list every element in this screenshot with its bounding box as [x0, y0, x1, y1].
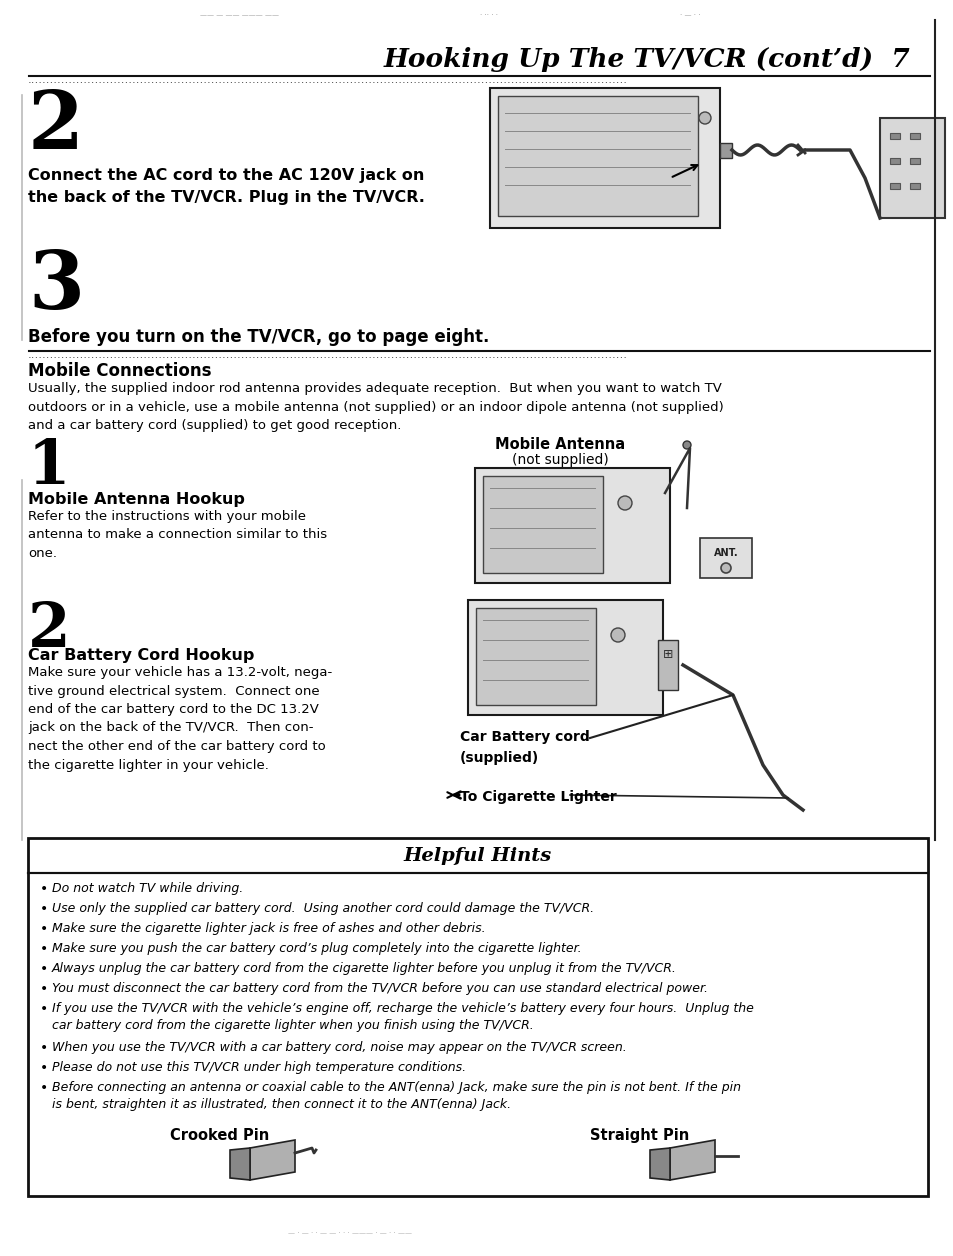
Text: Usually, the supplied indoor rod antenna provides adequate reception.  But when : Usually, the supplied indoor rod antenna…	[28, 382, 723, 432]
Circle shape	[720, 563, 730, 573]
Text: •: •	[40, 1081, 48, 1095]
Text: Use only the supplied car battery cord.  Using another cord could damage the TV/: Use only the supplied car battery cord. …	[52, 902, 594, 916]
Bar	[700, 538, 751, 578]
Text: 2: 2	[28, 88, 84, 166]
Text: ⊞: ⊞	[662, 648, 673, 662]
Text: Before connecting an antenna or coaxial cable to the ANT(enna) Jack, make sure t: Before connecting an antenna or coaxial …	[52, 1081, 740, 1110]
Text: Do not watch TV while driving.: Do not watch TV while driving.	[52, 882, 243, 896]
Text: Straight Pin: Straight Pin	[590, 1128, 689, 1143]
Bar	[476, 608, 596, 705]
Bar	[889, 183, 899, 188]
Text: 3: 3	[28, 247, 84, 327]
Text: 1: 1	[28, 437, 71, 497]
Text: Make sure you push the car battery cord’s plug completely into the cigarette lig: Make sure you push the car battery cord’…	[52, 942, 581, 955]
Text: •: •	[40, 1002, 48, 1016]
Polygon shape	[230, 1148, 250, 1179]
Text: •: •	[40, 962, 48, 976]
Text: 2: 2	[28, 600, 71, 659]
Text: Mobile Connections: Mobile Connections	[28, 362, 212, 381]
Bar	[482, 476, 602, 573]
Text: Hooking Up The TV/VCR (cont’d)  7: Hooking Up The TV/VCR (cont’d) 7	[383, 46, 909, 72]
Circle shape	[610, 628, 624, 642]
Text: •: •	[40, 982, 48, 996]
Bar	[889, 158, 899, 165]
Text: ANT.: ANT.	[713, 548, 738, 558]
Text: •: •	[40, 942, 48, 956]
Text: Car Battery Cord Hookup: Car Battery Cord Hookup	[28, 648, 254, 663]
Text: Please do not use this TV/VCR under high temperature conditions.: Please do not use this TV/VCR under high…	[52, 1061, 466, 1074]
Text: Before you turn on the TV/VCR, go to page eight.: Before you turn on the TV/VCR, go to pag…	[28, 328, 489, 345]
Bar	[909, 158, 919, 165]
Text: Always unplug the car battery cord from the cigarette lighter before you unplug : Always unplug the car battery cord from …	[52, 962, 677, 975]
Text: •: •	[40, 1061, 48, 1075]
Text: •: •	[40, 882, 48, 896]
Text: You must disconnect the car battery cord from the TV/VCR before you can use stan: You must disconnect the car battery cord…	[52, 982, 707, 995]
Bar	[468, 600, 662, 715]
Text: ................................................................................: ........................................…	[28, 354, 627, 359]
Text: —— — —— ——— ——: —— — —— ——— ——	[200, 13, 278, 18]
Text: •: •	[40, 1041, 48, 1055]
Polygon shape	[250, 1140, 294, 1179]
Text: (not supplied): (not supplied)	[511, 453, 608, 467]
Circle shape	[699, 112, 710, 124]
Bar	[909, 133, 919, 139]
Circle shape	[618, 496, 631, 510]
Text: Mobile Antenna Hookup: Mobile Antenna Hookup	[28, 492, 245, 507]
Text: When you use the TV/VCR with a car battery cord, noise may appear on the TV/VCR : When you use the TV/VCR with a car batte…	[52, 1041, 626, 1054]
Text: Mobile Antenna: Mobile Antenna	[495, 437, 624, 452]
Text: Connect the AC cord to the AC 120V jack on
the back of the TV/VCR. Plug in the T: Connect the AC cord to the AC 120V jack …	[28, 168, 424, 205]
Bar	[658, 641, 678, 690]
Bar	[720, 143, 731, 158]
Text: — · — · · — — · · · ——— · — · · ——: — · — · · — — · · · ——— · — · · ——	[288, 1230, 412, 1236]
Text: · — · ·: · — · ·	[679, 13, 700, 18]
Bar	[889, 133, 899, 139]
Text: · ·· · ·: · ·· · ·	[479, 13, 497, 18]
Text: Car Battery cord
(supplied): Car Battery cord (supplied)	[459, 730, 589, 765]
Polygon shape	[649, 1148, 669, 1179]
Text: To Cigarette Lighter: To Cigarette Lighter	[459, 790, 616, 804]
Text: If you use the TV/VCR with the vehicle’s engine off, recharge the vehicle’s batt: If you use the TV/VCR with the vehicle’s…	[52, 1002, 753, 1031]
Bar	[909, 183, 919, 188]
Text: Helpful Hints: Helpful Hints	[403, 847, 552, 865]
Text: Refer to the instructions with your mobile
antenna to make a connection similar : Refer to the instructions with your mobi…	[28, 510, 327, 560]
Text: Crooked Pin: Crooked Pin	[171, 1128, 270, 1143]
Bar	[28, 838, 927, 1196]
Bar	[497, 95, 698, 216]
Text: •: •	[40, 922, 48, 936]
Text: ................................................................................: ........................................…	[28, 79, 627, 84]
Polygon shape	[669, 1140, 714, 1179]
Bar	[879, 118, 944, 219]
Text: •: •	[40, 902, 48, 916]
Text: Make sure your vehicle has a 13.2-volt, nega-
tive ground electrical system.  Co: Make sure your vehicle has a 13.2-volt, …	[28, 666, 332, 771]
Bar	[475, 468, 669, 583]
Bar	[490, 88, 720, 229]
Text: Make sure the cigarette lighter jack is free of ashes and other debris.: Make sure the cigarette lighter jack is …	[52, 922, 485, 934]
Circle shape	[682, 441, 690, 448]
